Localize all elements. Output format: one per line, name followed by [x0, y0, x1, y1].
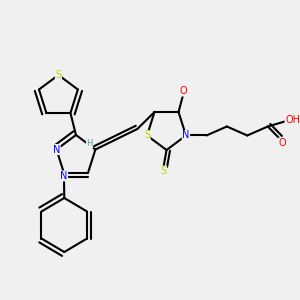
Text: S: S — [160, 166, 167, 176]
Text: OH: OH — [285, 116, 300, 125]
Text: O: O — [279, 138, 286, 148]
Text: O: O — [179, 86, 187, 96]
Text: N: N — [53, 145, 60, 154]
Text: S: S — [144, 130, 150, 140]
Text: S: S — [56, 70, 62, 80]
Text: N: N — [182, 130, 190, 140]
Text: N: N — [60, 171, 68, 181]
Text: H: H — [86, 139, 93, 148]
